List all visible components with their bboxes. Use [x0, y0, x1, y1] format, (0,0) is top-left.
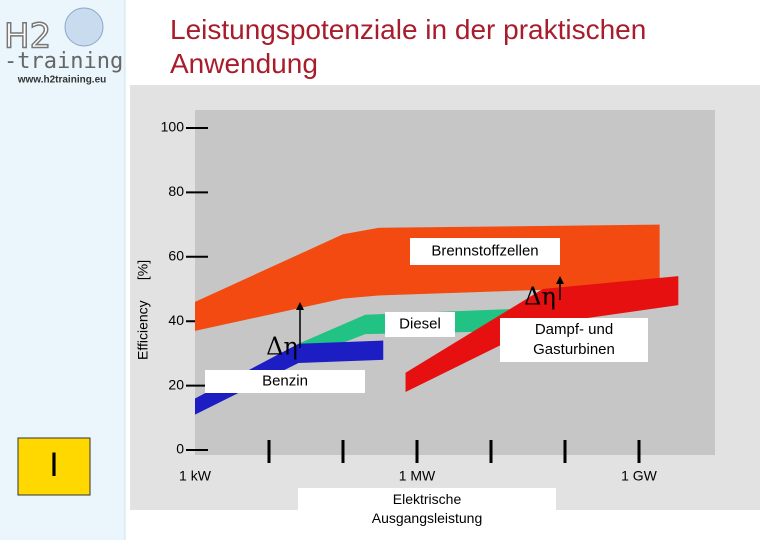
y-tick-label: 20	[168, 376, 184, 392]
annotation: Δη	[524, 283, 556, 311]
series-label-box	[385, 312, 455, 337]
series-label: Diesel	[399, 315, 441, 332]
slide-marker: I	[49, 446, 58, 484]
y-tick-label: 100	[161, 119, 185, 135]
x-tick-label: 1 kW	[179, 468, 212, 484]
x-label-box	[298, 488, 556, 530]
series-label: Benzin	[262, 372, 308, 389]
logo-mark: H2	[4, 17, 51, 57]
title-line: Leistungspotenziale in der praktischen An…	[170, 14, 646, 79]
x-axis-label: Elektrische Ausgangsleistung	[372, 491, 483, 526]
series-label: Brennstoffzellen	[431, 242, 538, 259]
band	[405, 276, 679, 393]
y-axis-unit: [%]	[135, 260, 151, 280]
y-tick-label: 80	[168, 183, 184, 199]
series-label-box	[500, 318, 648, 362]
band	[195, 340, 384, 415]
annotation-arrowhead	[296, 302, 304, 310]
y-tick-label: 40	[168, 312, 184, 328]
band	[298, 308, 531, 360]
annotation-arrowhead	[556, 276, 564, 284]
logo-url: www.h2training.eu	[17, 75, 107, 86]
y-axis-label: Efficiency	[135, 300, 151, 360]
y-tick-label: 60	[168, 248, 184, 264]
y-tick-label: 0	[176, 441, 184, 457]
marker-box	[17, 437, 91, 496]
series-label: Dampf- und Gasturbinen	[533, 321, 615, 358]
logo-name: -training	[4, 49, 123, 74]
series-label-box	[410, 238, 560, 265]
series-label-box	[205, 370, 365, 393]
x-tick-label: 1 MW	[399, 468, 436, 484]
annotation: Δη	[266, 333, 298, 361]
x-tick-label: 1 GW	[621, 468, 658, 484]
logo-globe	[64, 7, 104, 47]
